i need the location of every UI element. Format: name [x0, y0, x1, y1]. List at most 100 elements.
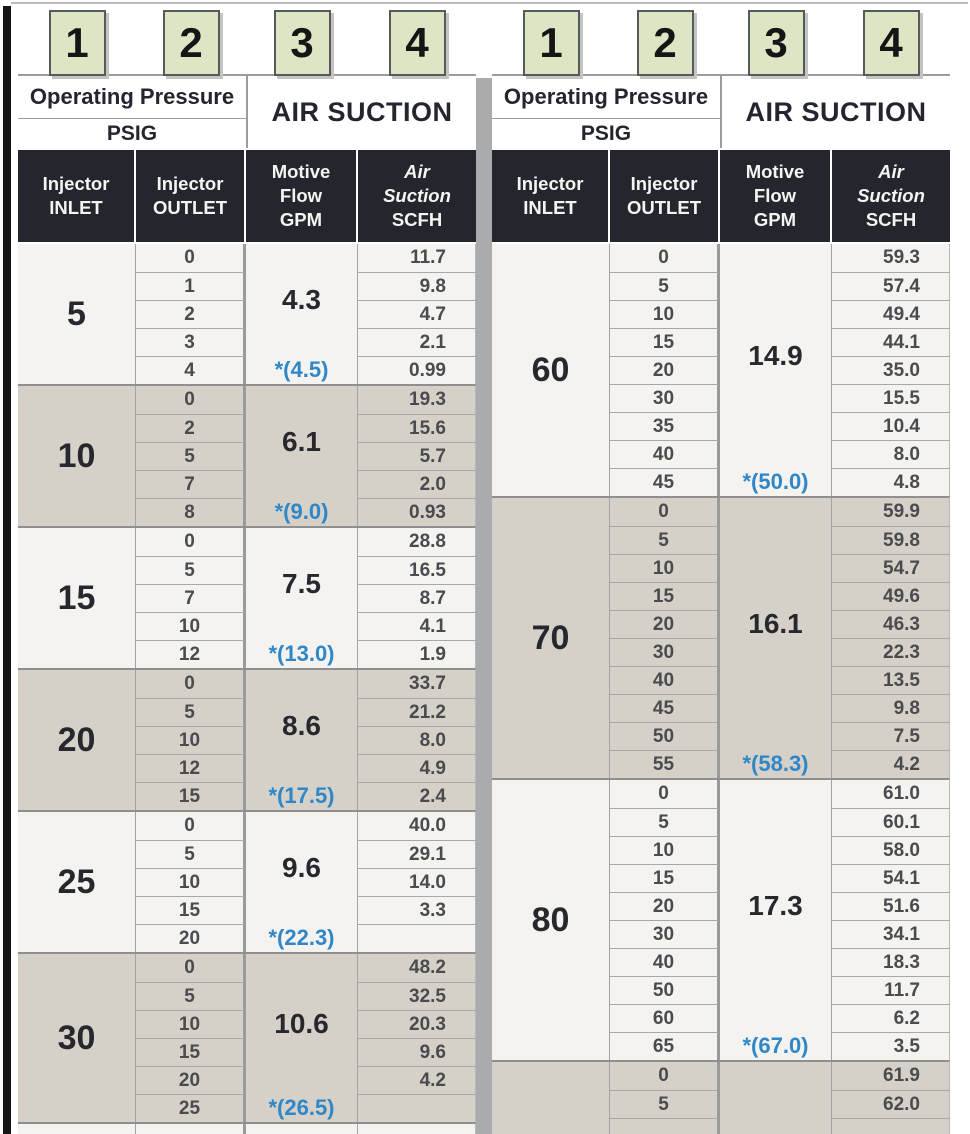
air-suction-value-cell: 2.0 — [358, 470, 476, 498]
air-suction-value-cell: 15.6 — [358, 414, 476, 442]
column-header-air-suction: Air Suction SCFH — [832, 150, 950, 242]
air-suction-value-cell: 8.7 — [358, 584, 476, 612]
table-header-top: Operating Pressure PSIG AIR SUCTION — [492, 74, 950, 148]
motive-flow-max-value: *(26.5) — [268, 1095, 335, 1120]
air-suction-value-cell: 2.1 — [358, 328, 476, 356]
outlet-pressure-cell: 55 — [610, 750, 720, 778]
pressure-group-20: 20 8.6 *(17.5) 0 33.7 5 21.2 10 8.0 12 4.9 15 2.4 — [18, 668, 476, 810]
motive-flow-value: 9.6 — [282, 852, 321, 883]
operating-pressure-header: Operating Pressure PSIG — [492, 76, 720, 148]
air-suction-value-cell — [832, 1118, 950, 1134]
outlet-pressure-cell: 50 — [610, 976, 720, 1004]
psig-label: PSIG — [580, 121, 632, 145]
air-suction-value-cell: 9.8 — [832, 694, 950, 722]
operating-pressure-header: Operating Pressure PSIG — [18, 76, 246, 148]
air-suction-value-cell: 3.3 — [358, 896, 476, 924]
motive-flow-cell: 8.6 *(17.5) — [246, 670, 358, 810]
air-suction-value-cell: 49.4 — [832, 300, 950, 328]
air-suction-value-cell: 13.5 — [832, 666, 950, 694]
column-badges: 1 2 3 4 — [492, 10, 950, 76]
page-top-rule — [11, 2, 968, 4]
outlet-pressure-cell: 1 — [136, 272, 246, 300]
table-divider — [476, 78, 492, 1134]
air-suction-value-cell: 48.2 — [409, 957, 446, 978]
pressure-group-10: 10 6.1 *(9.0) 0 19.3 2 15.6 5 5.7 7 2.0 8 0.93 — [18, 384, 476, 526]
outlet-pressure-cell: 15 — [136, 1038, 246, 1066]
outlet-pressure-cell: 2 — [136, 414, 246, 442]
motive-flow-value: 16.1 — [748, 608, 803, 639]
outlet-pressure-cell: 20 — [610, 610, 720, 638]
outlet-pressure-cell: 45 — [610, 468, 720, 496]
pressure-group-partial — [18, 1122, 476, 1134]
air-suction-value-cell: 16.5 — [358, 556, 476, 584]
pressure-group-80: 80 17.3 *(67.0) 0 61.0 5 60.1 10 58.0 15 54.1 20 51.… — [492, 778, 950, 1060]
pressure-group-25: 25 9.6 *(22.3) 0 40.0 5 29.1 10 14.0 15 3.3 20 — [18, 810, 476, 952]
inlet-pressure-cell — [492, 1062, 610, 1134]
outlet-pressure-cell: 0 — [610, 244, 720, 272]
page-edge-bar — [3, 6, 11, 1134]
outlet-pressure-cell: 40 — [610, 948, 720, 976]
column-headers: Injector INLET Injector OUTLET Motive Fl… — [492, 150, 950, 242]
outlet-pressure-cell: 0 — [136, 812, 246, 840]
outlet-pressure-cell: 15 — [610, 582, 720, 610]
air-suction-value-cell: 49.6 — [832, 582, 950, 610]
air-suction-value-cell: 59.3 — [883, 247, 920, 268]
air-suction-value-cell: 4.8 — [832, 468, 950, 496]
motive-flow-cell — [246, 1124, 358, 1134]
air-suction-value-cell: 28.8 — [409, 531, 446, 552]
outlet-pressure-cell: 2 — [136, 300, 246, 328]
air-suction-value-cell: 6.2 — [832, 1004, 950, 1032]
air-suction-value-cell: 0.99 — [358, 356, 476, 384]
inlet-pressure-cell: 10 — [18, 386, 136, 526]
air-suction-value-cell: 59.8 — [832, 526, 950, 554]
column-badge-1: 1 — [48, 10, 106, 76]
outlet-pressure-cell: 10 — [136, 868, 246, 896]
air-suction-name: Air Suction — [383, 160, 451, 206]
outlet-pressure-cell — [136, 1124, 246, 1134]
air-suction-value-cell — [358, 1124, 476, 1134]
motive-flow-cell: 14.9 *(50.0) — [720, 244, 832, 496]
outlet-pressure-cell: 10 — [610, 836, 720, 864]
motive-flow-max-value: *(22.3) — [268, 925, 335, 950]
outlet-pressure-cell: 5 — [610, 1090, 720, 1118]
pressure-group-partial: 0 61.9 5 62.0 — [492, 1060, 950, 1134]
outlet-pressure-cell: 7 — [136, 470, 246, 498]
air-suction-value-cell: 61.0 — [883, 783, 920, 804]
motive-flow-cell: 9.6 *(22.3) — [246, 812, 358, 952]
column-header-injector-inlet: Injector INLET — [18, 150, 136, 242]
inlet-pressure-cell: 60 — [492, 244, 610, 496]
column-badge-2: 2 — [162, 10, 220, 76]
outlet-pressure-cell: 3 — [136, 328, 246, 356]
operating-pressure-label: Operating Pressure — [492, 76, 720, 119]
air-suction-value-cell: 22.3 — [832, 638, 950, 666]
operating-pressure-label: Operating Pressure — [18, 76, 246, 119]
outlet-pressure-cell: 5 — [610, 808, 720, 836]
outlet-pressure-cell: 4 — [136, 356, 246, 384]
motive-flow-cell: 4.3 *(4.5) — [246, 244, 358, 384]
motive-flow-max-value: *(13.0) — [268, 641, 335, 666]
pressure-group-30: 30 10.6 *(26.5) 0 48.2 5 32.5 10 20.3 15 9.6 20 4.2 2… — [18, 952, 476, 1122]
psig-label: PSIG — [106, 121, 158, 145]
air-suction-value-cell: 62.0 — [832, 1090, 950, 1118]
inlet-pressure-cell: 25 — [18, 812, 136, 952]
motive-flow-max-value: *(9.0) — [274, 499, 329, 524]
air-suction-value-cell: 4.1 — [358, 612, 476, 640]
column-header-injector-outlet: Injector OUTLET — [136, 150, 246, 242]
motive-flow-max-value: *(17.5) — [268, 783, 335, 808]
air-suction-value-cell: 4.9 — [358, 754, 476, 782]
air-suction-value-cell: 11.7 — [410, 247, 446, 268]
inlet-pressure-cell: 30 — [18, 954, 136, 1122]
air-suction-value-cell: 57.4 — [832, 272, 950, 300]
outlet-pressure-cell: 15 — [610, 328, 720, 356]
outlet-pressure-cell: 25 — [136, 1094, 246, 1122]
air-suction-value-cell: 32.5 — [358, 982, 476, 1010]
column-badge-4: 4 — [862, 10, 920, 76]
outlet-pressure-cell: 0 — [610, 1062, 720, 1090]
outlet-pressure-cell: 35 — [610, 412, 720, 440]
air-suction-value-cell: 20.3 — [358, 1010, 476, 1038]
outlet-pressure-cell: 10 — [610, 554, 720, 582]
outlet-pressure-cell: 15 — [136, 896, 246, 924]
outlet-pressure-cell: 5 — [136, 698, 246, 726]
inlet-pressure-cell: 15 — [18, 528, 136, 668]
